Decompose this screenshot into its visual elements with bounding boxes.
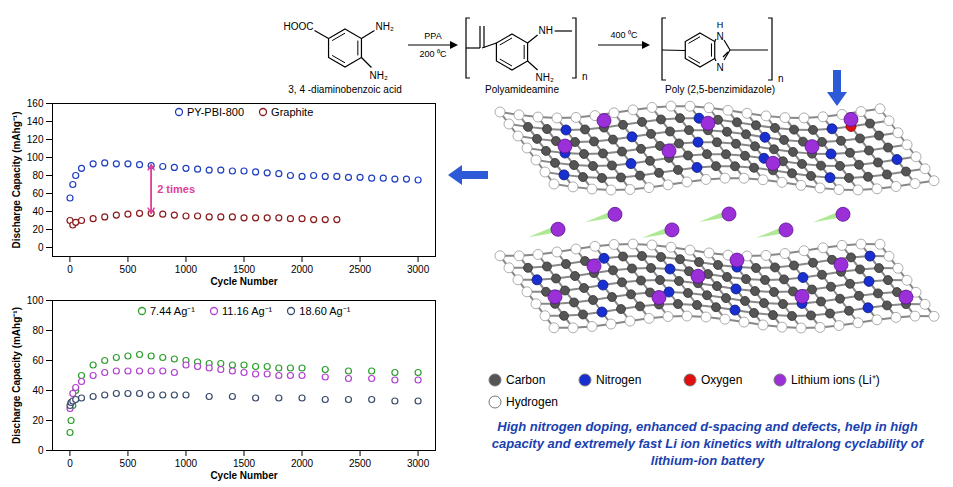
svg-text:0: 0 [38, 242, 44, 253]
html-text:PY-PBI-800: PY-PBI-800 [187, 106, 245, 118]
svg-text:n: n [582, 71, 588, 82]
svg-text:200 ⁰C: 200 ⁰C [419, 49, 447, 59]
svg-text:0: 0 [67, 458, 73, 469]
svg-text:NH: NH [539, 25, 553, 36]
svg-text:2500: 2500 [349, 458, 372, 469]
svg-text:n: n [778, 73, 784, 84]
svg-text:500: 500 [120, 264, 137, 275]
svg-text:NH₂: NH₂ [536, 72, 554, 83]
svg-text:2000: 2000 [291, 264, 314, 275]
svg-text:Poly (2,5-benzimidazole): Poly (2,5-benzimidazole) [665, 84, 775, 95]
svg-text:3, 4 -diaminobenzoic acid: 3, 4 -diaminobenzoic acid [288, 84, 401, 95]
svg-text:Polyamideamine: Polyamideamine [485, 84, 559, 95]
svg-text:N: N [716, 62, 723, 73]
svg-text:N: N [716, 31, 723, 42]
svg-text:100: 100 [27, 295, 44, 306]
svg-text:Oxygen: Oxygen [701, 373, 742, 387]
html-text:11.16 Ag⁻¹: 11.16 Ag⁻¹ [222, 305, 273, 317]
svg-text:2000: 2000 [291, 458, 314, 469]
svg-text:NH₂: NH₂ [375, 21, 393, 32]
svg-text:140: 140 [27, 116, 44, 127]
svg-text:PPA: PPA [424, 31, 441, 41]
html-text:Graphite: Graphite [271, 106, 314, 118]
svg-text:2500: 2500 [349, 264, 372, 275]
svg-text:HOOC: HOOC [284, 21, 314, 32]
svg-text:100: 100 [27, 152, 44, 163]
svg-text:Discharge Capacity (mAhg⁻¹): Discharge Capacity (mAhg⁻¹) [11, 112, 22, 249]
svg-text:0: 0 [38, 445, 44, 456]
svg-text:60: 60 [32, 188, 44, 199]
svg-text:40: 40 [32, 385, 44, 396]
html-text:High nitrogen doping, enhanced: High nitrogen doping, enhanced d-spacing… [491, 419, 924, 468]
svg-text:1500: 1500 [233, 458, 256, 469]
svg-text:60: 60 [32, 355, 44, 366]
svg-text:400 ⁰C: 400 ⁰C [610, 30, 638, 40]
svg-text:Cycle Number: Cycle Number [210, 470, 277, 481]
svg-text:20: 20 [32, 415, 44, 426]
svg-text:40: 40 [32, 206, 44, 217]
svg-text:Cycle Number: Cycle Number [210, 276, 277, 287]
svg-text:80: 80 [32, 170, 44, 181]
html-text:18.60 Ag⁻¹: 18.60 Ag⁻¹ [299, 305, 351, 317]
svg-text:3000: 3000 [407, 458, 430, 469]
svg-text:80: 80 [32, 325, 44, 336]
svg-text:3000: 3000 [407, 264, 430, 275]
svg-text:Discharge Capacity (mAhg⁻¹): Discharge Capacity (mAhg⁻¹) [11, 307, 22, 444]
svg-text:Lithium ions (Li⁺): Lithium ions (Li⁺) [791, 373, 880, 387]
svg-text:1000: 1000 [175, 264, 198, 275]
html-text:7.44 Ag⁻¹: 7.44 Ag⁻¹ [150, 305, 195, 317]
svg-text:2 times: 2 times [157, 183, 195, 195]
svg-text:160: 160 [27, 98, 44, 109]
svg-text:Carbon: Carbon [506, 373, 545, 387]
svg-text:NH₂: NH₂ [369, 70, 387, 81]
svg-text:1500: 1500 [233, 264, 256, 275]
svg-text:500: 500 [120, 458, 137, 469]
svg-text:Nitrogen: Nitrogen [596, 373, 641, 387]
svg-text:20: 20 [32, 224, 44, 235]
svg-text:Hydrogen: Hydrogen [506, 395, 558, 409]
svg-text:1000: 1000 [175, 458, 198, 469]
svg-text:0: 0 [67, 264, 73, 275]
svg-text:H: H [717, 20, 724, 30]
svg-text:120: 120 [27, 134, 44, 145]
